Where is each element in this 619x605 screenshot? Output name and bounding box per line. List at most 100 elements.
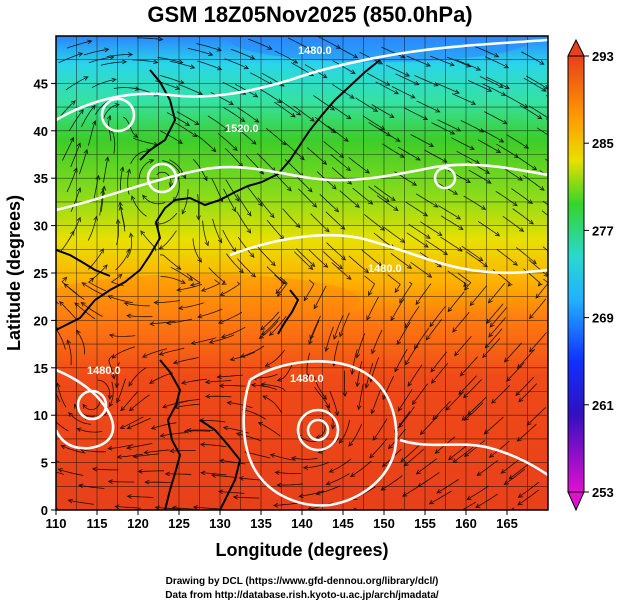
- x-tick-label: 145: [332, 516, 354, 531]
- streamline: [219, 385, 246, 387]
- streamline: [296, 248, 315, 267]
- streamline-arrowhead: [371, 348, 376, 355]
- streamline-arrowhead: [352, 53, 359, 59]
- streamline: [58, 468, 84, 476]
- streamline-arrowhead: [467, 410, 473, 416]
- streamline: [191, 337, 217, 344]
- streamline-arrowhead: [516, 436, 522, 442]
- streamline: [79, 149, 88, 175]
- streamline: [117, 453, 143, 458]
- streamline: [517, 423, 537, 442]
- streamline-arrowhead: [295, 223, 301, 229]
- streamline: [529, 332, 547, 352]
- streamline: [326, 473, 350, 485]
- streamline-arrowhead: [67, 498, 73, 504]
- streamline: [313, 285, 327, 309]
- streamline-arrowhead: [380, 125, 386, 130]
- streamline-arrowhead: [454, 89, 460, 94]
- streamline: [464, 440, 485, 457]
- streamline: [351, 349, 358, 375]
- streamline-arrowhead: [126, 445, 132, 450]
- streamline-arrowhead: [90, 104, 96, 110]
- streamline-arrowhead: [350, 472, 356, 477]
- y-tick-label: 10: [34, 408, 48, 423]
- streamline-arrowhead: [180, 279, 186, 284]
- streamline-arrowhead: [108, 333, 115, 339]
- streamline-arrowhead: [204, 240, 209, 247]
- streamline-arrowhead: [498, 83, 504, 88]
- streamline-arrowhead: [189, 64, 196, 69]
- streamline-arrowhead: [226, 400, 232, 406]
- streamline: [66, 40, 92, 49]
- streamline: [109, 334, 136, 337]
- streamline: [63, 283, 85, 300]
- streamline-arrowhead: [454, 351, 459, 357]
- streamline: [506, 362, 525, 382]
- streamline: [108, 481, 135, 483]
- streamline-arrowhead: [217, 319, 224, 324]
- streamline: [496, 143, 519, 158]
- streamline: [235, 127, 257, 145]
- streamline-arrowhead: [251, 139, 257, 145]
- streamline-arrowhead: [388, 444, 393, 450]
- streamline-arrowhead: [276, 291, 282, 297]
- streamline-arrowhead: [140, 230, 146, 236]
- streamline-arrowhead: [360, 517, 365, 521]
- streamline: [154, 212, 178, 225]
- streamline-arrowhead: [478, 256, 484, 262]
- streamline: [115, 506, 141, 509]
- contour-label: 1480.0: [87, 365, 121, 377]
- streamline-arrowhead: [121, 59, 128, 65]
- streamline: [298, 188, 317, 208]
- streamline: [414, 75, 439, 87]
- streamline: [116, 362, 120, 388]
- streamline: [484, 416, 504, 435]
- streamline: [108, 355, 115, 379]
- streamline: [261, 316, 281, 335]
- streamline-arrowhead: [159, 433, 165, 438]
- streamline-arrowhead: [322, 394, 327, 401]
- streamline-arrowhead: [217, 489, 224, 495]
- streamline: [415, 283, 432, 305]
- streamline-arrowhead: [269, 453, 275, 458]
- streamline-arrowhead: [422, 115, 429, 120]
- streamline: [489, 307, 508, 328]
- streamline: [197, 193, 199, 220]
- streamline-arrowhead: [486, 179, 492, 184]
- streamline: [225, 179, 240, 202]
- streamline-arrowhead: [452, 327, 458, 333]
- streamline-arrowhead: [299, 155, 305, 161]
- streamline: [313, 95, 335, 111]
- streamline-arrowhead: [123, 301, 130, 307]
- streamline-arrowhead: [349, 94, 355, 99]
- streamline: [456, 59, 481, 71]
- streamline: [128, 367, 147, 387]
- streamline-arrowhead: [258, 201, 263, 207]
- streamline-arrowhead: [447, 455, 454, 461]
- streamline: [448, 443, 470, 460]
- streamline-arrowhead: [216, 47, 222, 52]
- streamline: [361, 249, 382, 267]
- streamline: [310, 213, 330, 232]
- streamline: [170, 450, 196, 452]
- streamline-arrowhead: [120, 406, 126, 412]
- streamline-arrowhead: [181, 209, 187, 215]
- streamline-arrowhead: [406, 264, 413, 269]
- streamline-arrowhead: [428, 142, 435, 147]
- streamline-arrowhead: [126, 168, 131, 174]
- streamline: [506, 134, 529, 149]
- streamline: [275, 471, 301, 474]
- streamline: [120, 416, 144, 429]
- streamline: [323, 141, 344, 158]
- streamline: [58, 53, 83, 64]
- streamline: [373, 185, 396, 201]
- streamline-arrowhead: [364, 168, 370, 174]
- streamline-arrowhead: [130, 195, 136, 201]
- streamline: [138, 159, 154, 180]
- streamline: [375, 81, 399, 95]
- streamline: [504, 342, 522, 363]
- streamline-arrowhead: [500, 469, 506, 474]
- streamline: [333, 314, 344, 340]
- streamline: [257, 197, 275, 218]
- streamline: [440, 236, 463, 252]
